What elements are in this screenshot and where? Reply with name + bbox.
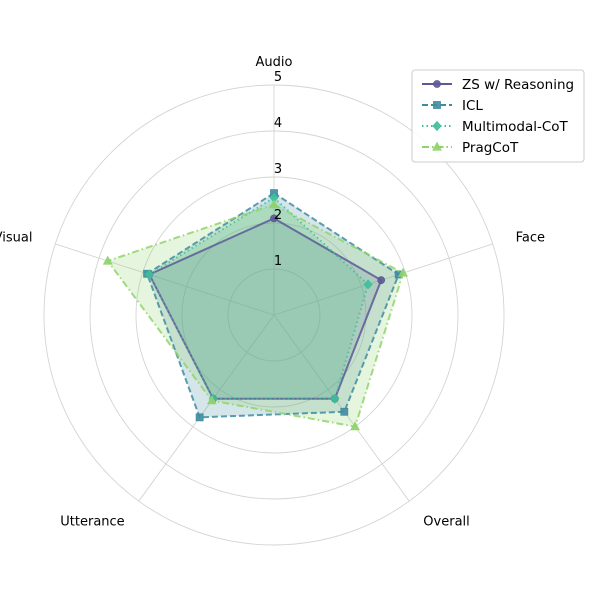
legend: ZS w/ Reasoning ICL Multimodal-CoT PragCoT: [411, 69, 585, 163]
series-fill: [107, 204, 404, 427]
legend-box: [411, 69, 585, 163]
radial-tick-label: 5: [274, 70, 282, 85]
data-point: [144, 269, 154, 280]
series-fill: [149, 197, 369, 399]
legend-marker: [432, 120, 442, 132]
radial-tick-label: 1: [274, 254, 282, 269]
legend-marker: [433, 80, 441, 88]
legend-entry-label: ICL: [462, 98, 483, 114]
radial-tick-label: 4: [274, 116, 282, 131]
radar-grid: [43, 84, 505, 546]
data-point: [330, 393, 340, 404]
radial-tick-label: 3: [274, 162, 282, 177]
grid-spoke: [55, 243, 275, 316]
data-point: [102, 255, 113, 265]
grid-spoke: [138, 314, 275, 502]
data-point: [377, 276, 386, 285]
data-point: [269, 199, 279, 209]
legend-entry-label: ZS w/ Reasoning: [462, 77, 574, 93]
axis-label: Visual: [0, 231, 32, 246]
legend-entry-label: PragCoT: [462, 140, 519, 156]
axis-label: Utterance: [60, 514, 124, 529]
data-point: [340, 407, 349, 416]
radar-series: [102, 189, 408, 431]
data-point: [206, 395, 217, 405]
data-point: [195, 413, 204, 422]
legend-entry-label: Multimodal-CoT: [462, 119, 569, 135]
series-fill: [149, 218, 382, 399]
series-line: [148, 217, 383, 400]
data-point: [398, 267, 408, 277]
legend-marker: [433, 101, 441, 109]
axis-label: Face: [516, 231, 545, 246]
data-point: [350, 421, 360, 431]
data-point: [270, 214, 278, 223]
axis-label: Audio: [256, 55, 293, 70]
legend-marker: [432, 141, 442, 151]
radial-tick-label: 2: [274, 208, 282, 223]
series-fill: [147, 193, 399, 418]
series-line: [106, 203, 405, 428]
data-point: [363, 279, 373, 290]
axis-label: Overall: [423, 514, 469, 529]
